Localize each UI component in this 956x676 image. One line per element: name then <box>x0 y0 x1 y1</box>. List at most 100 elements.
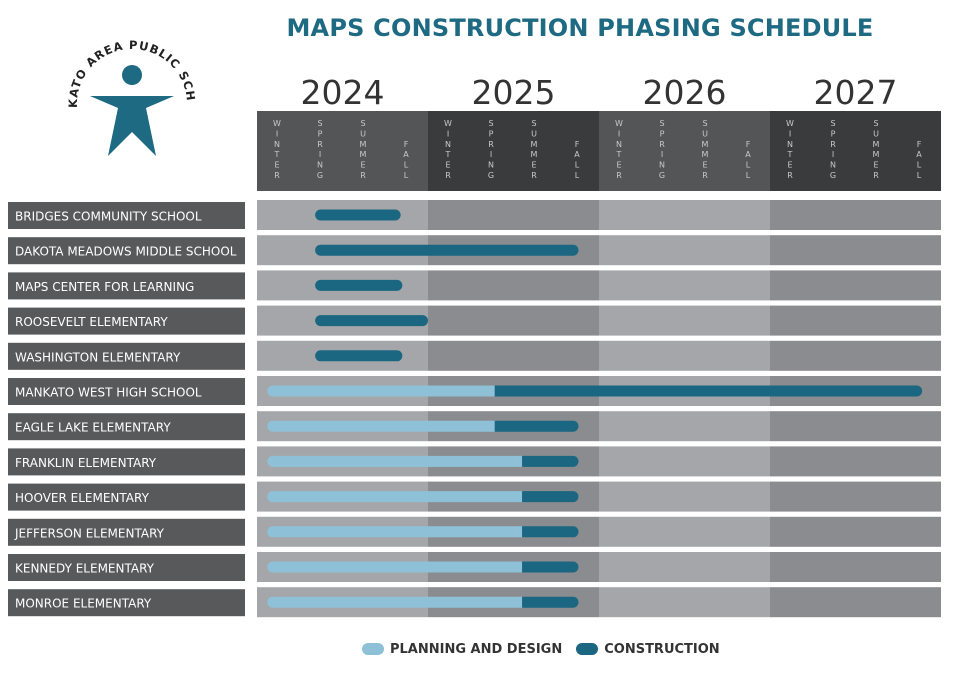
row-band <box>599 481 770 512</box>
construction-bar <box>522 596 579 608</box>
row-label: DAKOTA MEADOWS MIDDLE SCHOOL <box>15 245 237 259</box>
row-label-bg <box>8 554 245 581</box>
row-label: BRIDGES COMMUNITY SCHOOL <box>15 210 202 224</box>
row-band <box>770 340 941 371</box>
row-band <box>770 200 941 230</box>
row-label-bg <box>8 413 245 441</box>
row-band <box>599 516 770 547</box>
row-band <box>770 446 941 477</box>
year-label-2027: 2027 <box>814 73 898 112</box>
row-label: ROOSEVELT ELEMENTARY <box>15 315 168 329</box>
construction-bar <box>522 561 579 573</box>
planning-bar <box>267 491 529 503</box>
legend-item-construction: CONSTRUCTION <box>576 641 720 657</box>
row-band <box>599 270 770 301</box>
row-band <box>428 340 599 371</box>
row-label-bg <box>8 202 245 229</box>
planning-bar <box>267 561 529 573</box>
row-label: WASHINGTON ELEMENTARY <box>15 350 181 364</box>
construction-bar <box>494 385 923 397</box>
construction-bar <box>522 491 579 503</box>
row-label: FRANKLIN ELEMENTARY <box>15 456 157 470</box>
row-label: MONROE ELEMENTARY <box>15 597 152 611</box>
row-band <box>428 270 599 301</box>
row-label-bg <box>8 448 245 476</box>
row-band <box>599 587 770 618</box>
row-label: KENNEDY ELEMENTARY <box>15 562 155 576</box>
row-label-bg <box>8 307 245 335</box>
row-band <box>770 552 941 582</box>
row-band <box>770 411 941 442</box>
row-band <box>770 516 941 547</box>
row-label-bg <box>8 483 245 511</box>
row-band <box>599 411 770 442</box>
construction-bar <box>522 526 579 538</box>
legend-item-planning: PLANNING AND DESIGN <box>362 642 562 657</box>
row-band <box>770 481 941 512</box>
planning-bar <box>267 420 501 432</box>
planning-bar <box>267 385 501 397</box>
row-band <box>770 305 941 336</box>
planning-bar <box>267 455 529 467</box>
year-header-2026 <box>599 111 770 191</box>
row-label-bg <box>8 378 245 405</box>
row-band <box>428 200 599 230</box>
row-label: HOOVER ELEMENTARY <box>15 491 150 505</box>
row-band <box>599 446 770 477</box>
construction-bar <box>315 209 401 221</box>
year-header-2027 <box>770 111 941 191</box>
row-label-bg <box>8 589 245 617</box>
legend: PLANNING AND DESIGN CONSTRUCTION <box>362 640 734 658</box>
construction-bar <box>522 455 579 467</box>
row-band <box>599 235 770 266</box>
row-label: MANKATO WEST HIGH SCHOOL <box>15 386 202 400</box>
row-label: MAPS CENTER FOR LEARNING <box>15 280 194 294</box>
row-band <box>770 270 941 301</box>
legend-swatch-construction <box>576 643 599 655</box>
year-label-2025: 2025 <box>472 73 556 112</box>
legend-swatch-planning <box>362 643 384 655</box>
row-band <box>770 235 941 266</box>
construction-bar <box>315 315 428 327</box>
year-header-2025 <box>428 111 599 191</box>
row-band <box>599 305 770 336</box>
row-band <box>599 200 770 230</box>
row-label-bg <box>8 518 245 546</box>
planning-bar <box>267 526 529 538</box>
construction-bar <box>315 244 579 256</box>
year-label-2024: 2024 <box>301 73 385 112</box>
planning-bar <box>267 596 529 608</box>
construction-bar <box>315 279 403 291</box>
row-band <box>428 305 599 336</box>
school-district-logo: MANKATO AREA PUBLIC SCHOOLS <box>62 12 197 156</box>
row-band <box>599 552 770 582</box>
legend-label-planning: PLANNING AND DESIGN <box>390 641 563 657</box>
row-band <box>770 587 941 618</box>
row-label-bg <box>8 342 245 370</box>
row-label: EAGLE LAKE ELEMENTARY <box>15 421 171 435</box>
legend-label-construction: CONSTRUCTION <box>604 641 720 657</box>
year-header-2024 <box>257 111 428 191</box>
construction-bar <box>315 350 403 362</box>
row-band <box>599 340 770 371</box>
construction-bar <box>494 420 579 432</box>
row-label-bg <box>8 272 245 300</box>
row-label-bg <box>8 237 245 265</box>
